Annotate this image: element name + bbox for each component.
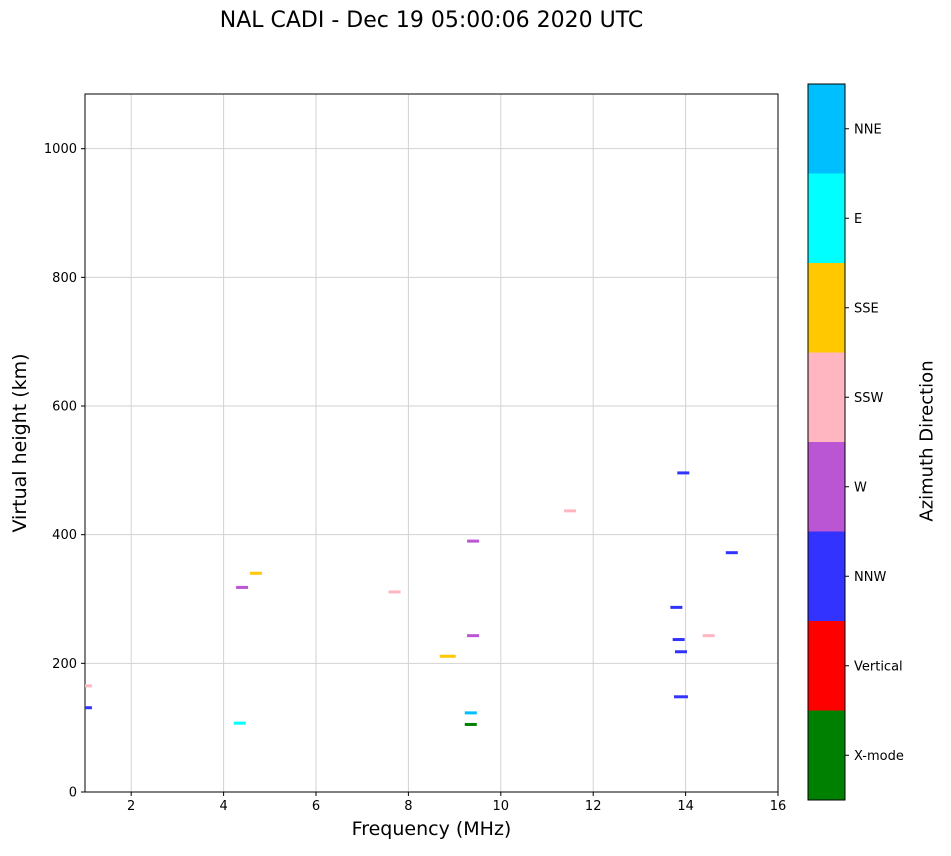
x-tick-label: 14 [677,799,694,814]
x-tick-label: 12 [585,799,602,814]
y-tick-label: 600 [52,400,77,415]
y-tick-label: 400 [52,528,77,543]
colorbar-tick-label: W [854,480,867,495]
y-tick-label: 0 [69,786,77,801]
colorbar-segment-E [808,173,845,264]
colorbar-tick-label: NNE [854,122,882,137]
x-tick-label: 4 [219,799,227,814]
colorbar-tick-label: NNW [854,570,886,585]
colorbar-tick-label: E [854,212,862,227]
data-points-layer [85,471,738,726]
y-tick-label: 800 [52,271,77,286]
x-tick-label: 8 [404,799,412,814]
colorbar-segment-W [808,442,845,532]
y-tick-label: 1000 [44,142,77,157]
x-tick-label: 6 [312,799,320,814]
colorbar-tick-label: Vertical [854,659,903,674]
x-tick-label: 2 [127,799,135,814]
colorbar-segment-Vertical [808,621,845,711]
colorbar-tick-label: SSW [854,391,884,406]
colorbar-axis-label: Azimuth Direction [916,360,938,522]
x-axis-label: Frequency (MHz) [351,818,512,840]
colorbar-segment-SSE [808,263,845,353]
colorbar-segment-X-mode [808,710,845,801]
colorbar-border [807,83,846,801]
colorbar-segment-NNE [808,84,845,174]
y-axis-label: Virtual height (km) [9,353,31,533]
colorbar-tick-label: X-mode [854,749,904,764]
colorbar-tick-label: SSE [854,301,879,316]
x-tick-label: 16 [770,799,787,814]
colorbar-segment-SSW [808,352,845,443]
x-tick-label: 10 [493,799,510,814]
chart-title: NAL CADI - Dec 19 05:00:06 2020 UTC [219,8,644,33]
plot-border [84,93,779,793]
colorbar-segment-NNW [808,531,845,622]
y-tick-label: 200 [52,657,77,672]
